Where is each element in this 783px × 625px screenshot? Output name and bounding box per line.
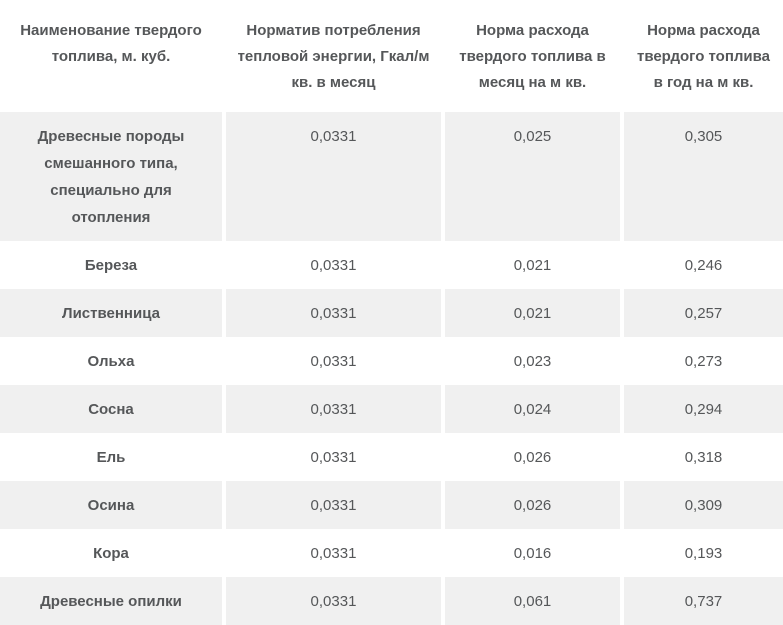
table-row: Древесные опилки 0,0331 0,061 0,737 [0, 577, 783, 625]
table-row: Ель 0,0331 0,026 0,318 [0, 433, 783, 481]
fuel-name-cell: Сосна [0, 385, 222, 433]
yearly-rate-cell: 0,737 [620, 577, 783, 625]
yearly-rate-cell: 0,273 [620, 337, 783, 385]
yearly-rate-cell: 0,193 [620, 529, 783, 577]
fuel-name-cell: Древесные породы смешанного типа, специа… [0, 112, 222, 241]
header-consumption-norm: Норматив потребления тепловой энергии, Г… [222, 0, 441, 112]
table-row: Сосна 0,0331 0,024 0,294 [0, 385, 783, 433]
consumption-norm-cell: 0,0331 [222, 337, 441, 385]
header-fuel-name: Наименование твердого топлива, м. куб. [0, 0, 222, 112]
table-row: Древесные породы смешанного типа, специа… [0, 112, 783, 241]
fuel-name-cell: Лиственница [0, 289, 222, 337]
yearly-rate-cell: 0,294 [620, 385, 783, 433]
consumption-norm-cell: 0,0331 [222, 112, 441, 241]
table-row: Кора 0,0331 0,016 0,193 [0, 529, 783, 577]
table-row: Ольха 0,0331 0,023 0,273 [0, 337, 783, 385]
monthly-rate-cell: 0,025 [441, 112, 620, 241]
monthly-rate-cell: 0,024 [441, 385, 620, 433]
table-row: Осина 0,0331 0,026 0,309 [0, 481, 783, 529]
consumption-norm-cell: 0,0331 [222, 433, 441, 481]
yearly-rate-cell: 0,318 [620, 433, 783, 481]
monthly-rate-cell: 0,016 [441, 529, 620, 577]
yearly-rate-cell: 0,305 [620, 112, 783, 241]
consumption-norm-cell: 0,0331 [222, 241, 441, 289]
table-header: Наименование твердого топлива, м. куб. Н… [0, 0, 783, 112]
fuel-name-cell: Осина [0, 481, 222, 529]
monthly-rate-cell: 0,026 [441, 433, 620, 481]
table-row: Береза 0,0331 0,021 0,246 [0, 241, 783, 289]
header-monthly-rate: Норма расхода твердого топлива в месяц н… [441, 0, 620, 112]
table-body: Древесные породы смешанного типа, специа… [0, 112, 783, 625]
header-yearly-rate: Норма расхода твердого топлива в год на … [620, 0, 783, 112]
monthly-rate-cell: 0,023 [441, 337, 620, 385]
fuel-name-cell: Кора [0, 529, 222, 577]
fuel-name-cell: Ель [0, 433, 222, 481]
header-row: Наименование твердого топлива, м. куб. Н… [0, 0, 783, 112]
table-row: Лиственница 0,0331 0,021 0,257 [0, 289, 783, 337]
consumption-norm-cell: 0,0331 [222, 577, 441, 625]
fuel-name-cell: Древесные опилки [0, 577, 222, 625]
monthly-rate-cell: 0,061 [441, 577, 620, 625]
yearly-rate-cell: 0,257 [620, 289, 783, 337]
consumption-norm-cell: 0,0331 [222, 289, 441, 337]
yearly-rate-cell: 0,309 [620, 481, 783, 529]
consumption-norm-cell: 0,0331 [222, 481, 441, 529]
monthly-rate-cell: 0,021 [441, 241, 620, 289]
consumption-norm-cell: 0,0331 [222, 385, 441, 433]
yearly-rate-cell: 0,246 [620, 241, 783, 289]
consumption-norm-cell: 0,0331 [222, 529, 441, 577]
fuel-name-cell: Береза [0, 241, 222, 289]
fuel-name-cell: Ольха [0, 337, 222, 385]
monthly-rate-cell: 0,021 [441, 289, 620, 337]
monthly-rate-cell: 0,026 [441, 481, 620, 529]
